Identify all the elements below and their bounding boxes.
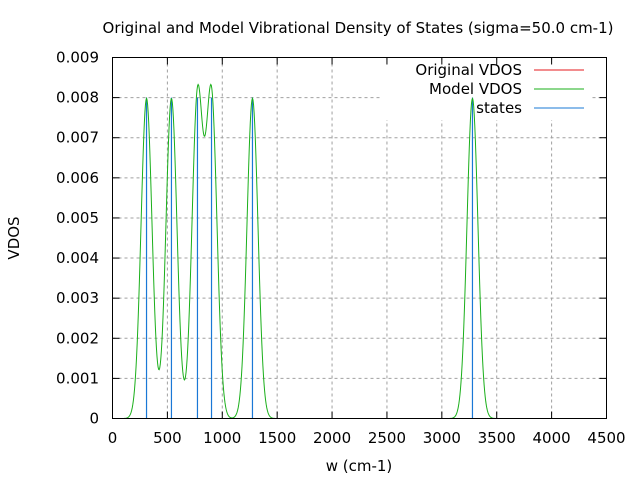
legend-entry: states [476, 99, 584, 117]
x-tick-label: 2500 [368, 429, 406, 447]
y-tick-label: 0.008 [56, 89, 99, 107]
y-tick-label: 0.005 [56, 209, 99, 227]
y-tick-label: 0.006 [56, 169, 99, 187]
x-tick-label: 2000 [313, 429, 351, 447]
x-tick-label: 4000 [533, 429, 571, 447]
y-axis-ticks: 0 0.001 0.002 0.003 0.004 0.005 0.006 0.007 0.00… [56, 49, 607, 428]
x-axis-label: w (cm-1) [326, 457, 393, 475]
y-tick-label: 0.009 [56, 49, 99, 67]
legend-entry: Model VDOS [429, 80, 584, 98]
plot-frame [112, 57, 607, 419]
y-tick-label: 0.002 [56, 329, 99, 347]
x-tick-label: 0 [108, 429, 118, 447]
x-tick-label: 3500 [478, 429, 516, 447]
x-tick-label: 1500 [258, 429, 296, 447]
x-tick-label: 4500 [587, 429, 625, 447]
x-tick-label: 3000 [423, 429, 461, 447]
y-axis-label: VDOS [5, 216, 23, 259]
y-tick-label: 0.001 [56, 369, 99, 387]
states-series [145, 97, 474, 419]
legend-label: Model VDOS [429, 80, 522, 98]
y-tick-label: 0.003 [56, 289, 99, 307]
x-tick-label: 1000 [203, 429, 241, 447]
legend-label: states [476, 99, 522, 117]
x-tick-label: 500 [153, 429, 182, 447]
legend-label: Original VDOS [415, 61, 522, 79]
x-axis-ticks: 0 500 1000 1500 2000 2500 3000 3500 4000 4500 [108, 57, 626, 447]
y-tick-label: 0.007 [56, 129, 99, 147]
y-tick-label: 0 [89, 410, 99, 428]
legend-entry: Original VDOS [415, 61, 584, 79]
model-vdos-line [112, 83, 607, 419]
y-tick-label: 0.004 [56, 249, 99, 267]
chart-title: Original and Model Vibrational Density o… [103, 19, 614, 37]
